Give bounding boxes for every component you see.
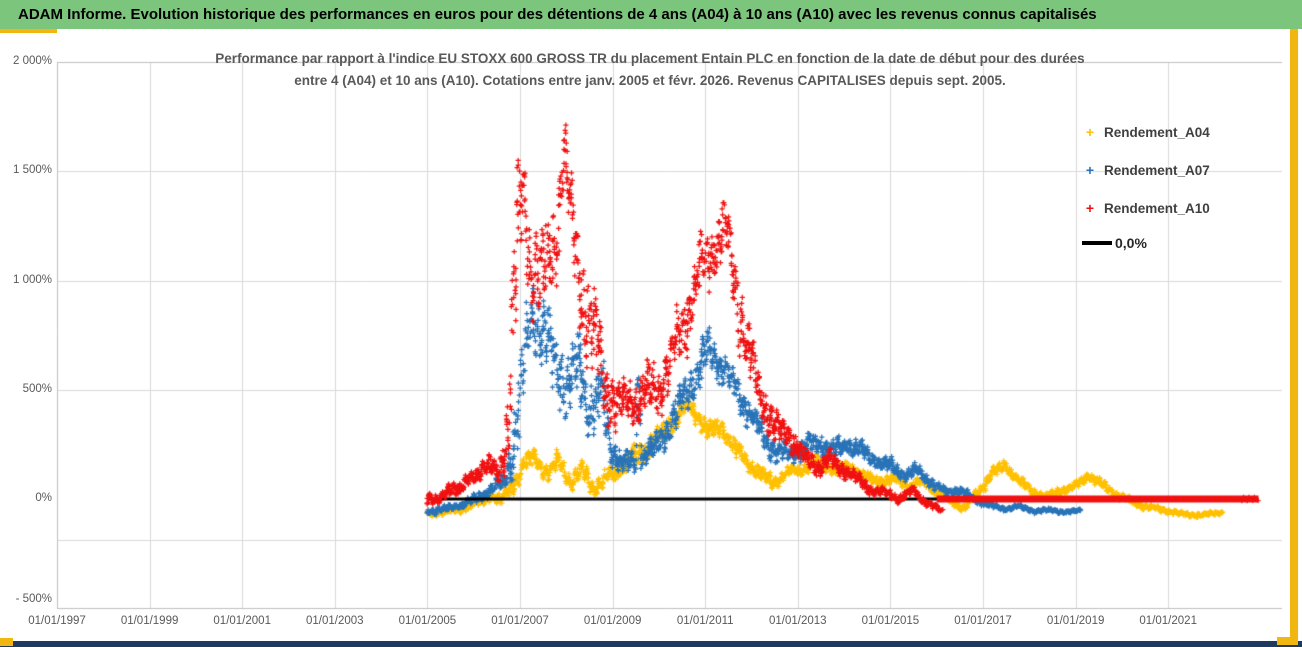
plus-marker-icon: + <box>1085 124 1095 140</box>
x-tick-label: 01/01/2007 <box>491 615 549 627</box>
x-tick-label: 01/01/2013 <box>769 615 827 627</box>
x-tick-label: 01/01/2019 <box>1046 615 1105 627</box>
x-tick-label: 01/01/2005 <box>398 615 457 627</box>
bottom-left-accent <box>0 638 13 646</box>
y-tick-label: 2 000% <box>12 55 52 67</box>
legend-label: Rendement_A04 <box>1104 124 1210 140</box>
y-tick-label: 0% <box>35 492 52 504</box>
x-tick-label: 01/01/2009 <box>583 615 642 627</box>
y-tick-label: 1 500% <box>12 164 52 177</box>
bottom-right-accent <box>1277 637 1298 645</box>
x-tick-label: 01/01/2001 <box>213 615 271 627</box>
y-tick-label: - 500% <box>15 593 52 605</box>
zero-line-sample <box>1082 241 1112 245</box>
plus-marker-icon: + <box>1085 200 1095 216</box>
x-tick-label: 01/01/1999 <box>120 615 179 627</box>
x-tick-label: 01/01/1997 <box>28 615 86 627</box>
legend-item-zero-line: 0,0% <box>1082 231 1147 255</box>
bottom-window-bar <box>0 641 1302 647</box>
y-tick-label: 1 000% <box>12 273 52 286</box>
chart-title: Performance par rapport à l'indice EU ST… <box>100 48 1200 92</box>
chart-title-line1: Performance par rapport à l'indice EU ST… <box>215 51 1085 66</box>
legend-item-rendement-a04: + Rendement_A04 <box>1082 120 1210 144</box>
right-edge-accent <box>1290 29 1298 645</box>
legend-item-rendement-a10: + Rendement_A10 <box>1082 196 1210 220</box>
legend-label: 0,0% <box>1115 235 1147 251</box>
legend-label: Rendement_A07 <box>1104 162 1210 178</box>
legend-item-rendement-a07: + Rendement_A07 <box>1082 158 1210 182</box>
chart-title-line2: entre 4 (A04) et 10 ans (A10). Cotations… <box>294 73 1006 88</box>
y-tick-label: 500% <box>22 382 52 395</box>
x-tick-label: 01/01/2021 <box>1139 615 1197 627</box>
x-tick-label: 01/01/2011 <box>676 615 734 627</box>
x-tick-label: 01/01/2015 <box>861 615 920 627</box>
x-tick-label: 01/01/2017 <box>954 615 1012 627</box>
x-tick-label: 01/01/2003 <box>306 615 364 627</box>
legend-label: Rendement_A10 <box>1104 200 1210 216</box>
plus-marker-icon: + <box>1085 162 1095 178</box>
